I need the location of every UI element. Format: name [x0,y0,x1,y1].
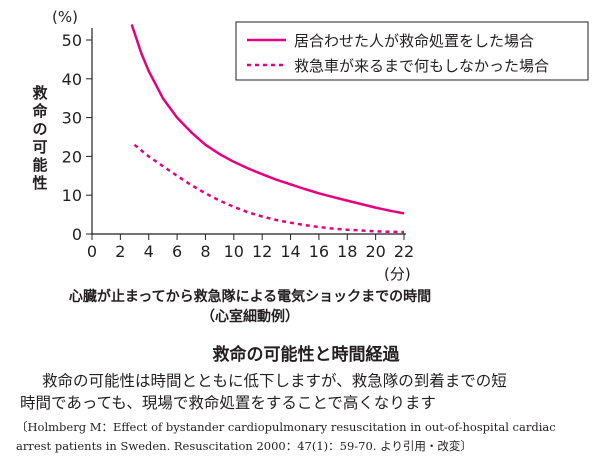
x-tick-label: 16 [309,242,329,261]
legend-box [235,21,589,81]
y-axis-label-char: の [32,120,47,138]
y-tick-label: 30 [62,109,82,128]
y-axis-label-char: 可 [32,138,47,156]
x-tick-label: 0 [87,242,97,261]
citation: 〔Holmberg M：Effect of bystander cardiopu… [16,418,612,456]
y-axis-label-char: 能 [32,156,47,174]
x-tick-label: 4 [144,242,154,261]
caption-title: 救命の可能性と時間経過 [212,345,400,365]
caption-body-line2: 時間であっても、現場で救命処置をすることで高くなります [20,394,436,412]
y-axis-label-char: 救 [32,84,47,102]
caption-body-line1: 救命の可能性は時間とともに低下しますが、救急隊の到着までの短 [42,372,507,390]
y-tick-label: 10 [62,186,82,205]
x-unit-label: (分) [384,265,411,283]
y-unit-label: (%) [52,8,78,26]
x-tick-label: 6 [172,242,182,261]
citation-line1: 〔Holmberg M：Effect of bystander cardiopu… [16,420,556,434]
y-axis-label-char: 命 [31,102,48,120]
y-tick-label: 40 [62,70,82,89]
x-tick-label: 22 [394,242,414,261]
legend: 居合わせた人が救命処置をした場合 救急車が来るまで何もしなかった場合 [235,21,589,81]
x-axis-label-line2: （心室細動例） [201,309,299,325]
y-tick-label: 0 [72,225,82,244]
x-tick-label: 20 [365,242,385,261]
x-tick-label: 8 [200,242,210,261]
y-tick-label: 20 [62,147,82,166]
x-tick-label: 2 [115,242,125,261]
legend-label-dashed: 救急車が来るまで何もしなかった場合 [294,57,549,75]
caption-body: 救命の可能性は時間とともに低下しますが、救急隊の到着までの短 時間であっても、現… [20,370,610,414]
x-tick-label: 18 [337,242,357,261]
x-axis-label-line1: 心臓が止まってから救急隊による電気ショックまでの時間 [68,289,432,305]
series-line-dashed [133,143,405,234]
x-tick-label: 14 [280,242,300,261]
legend-label-solid: 居合わせた人が救命処置をした場合 [294,32,534,50]
x-axis-label: 心臓が止まってから救急隊による電気ショックまでの時間 （心室細動例） [30,287,470,327]
series-line-solid [130,24,405,215]
x-tick-label: 10 [224,242,244,261]
x-tick-label: 12 [252,242,272,261]
y-tick-label: 50 [62,31,82,50]
citation-line2: arrest patients in Sweden. Resuscitation… [16,439,472,453]
y-axis-label-char: 性 [32,174,47,192]
